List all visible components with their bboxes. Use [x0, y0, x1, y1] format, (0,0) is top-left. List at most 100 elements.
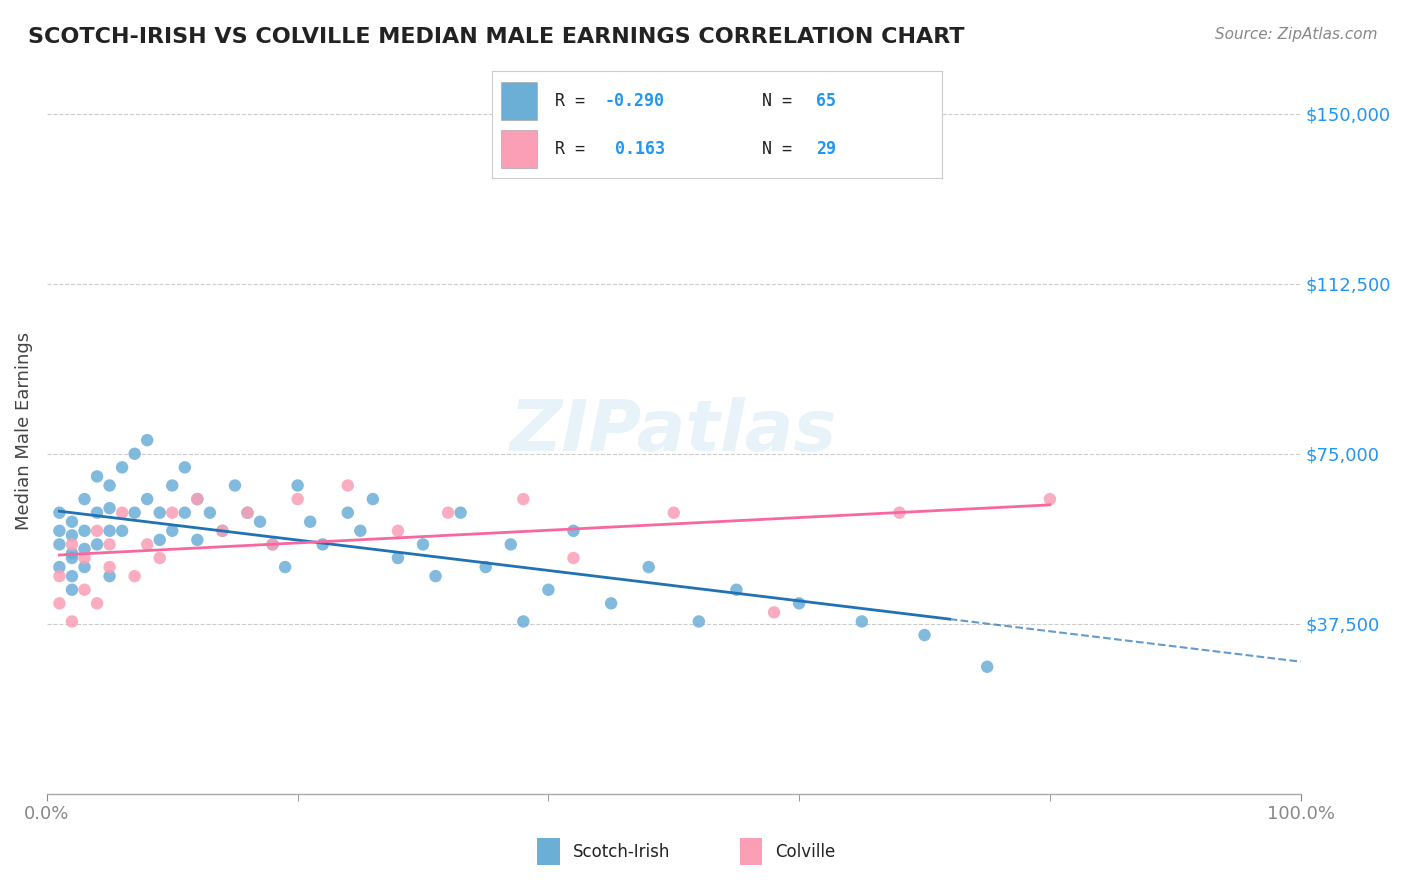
Point	[73, 551, 96, 566]
Point	[60, 569, 83, 583]
Point	[336, 506, 359, 520]
Point	[136, 433, 159, 447]
Point	[787, 596, 810, 610]
Point	[437, 506, 460, 520]
FancyBboxPatch shape	[501, 82, 537, 120]
Point	[499, 537, 522, 551]
Point	[349, 524, 371, 538]
Point	[287, 492, 309, 507]
Point	[236, 506, 259, 520]
Point	[98, 524, 121, 538]
Point	[387, 551, 409, 566]
Point	[111, 506, 134, 520]
Point	[149, 506, 172, 520]
Text: 0.163: 0.163	[605, 140, 665, 158]
Point	[211, 524, 233, 538]
Point	[86, 506, 108, 520]
Point	[86, 537, 108, 551]
Point	[336, 478, 359, 492]
Point	[450, 506, 472, 520]
Point	[262, 537, 284, 551]
Text: ZIPatlas: ZIPatlas	[510, 397, 838, 466]
Point	[73, 541, 96, 556]
Point	[387, 524, 409, 538]
Point	[512, 615, 534, 629]
Point	[60, 615, 83, 629]
Point	[73, 582, 96, 597]
Point	[562, 524, 585, 538]
Point	[889, 506, 911, 520]
Point	[173, 460, 195, 475]
Point	[249, 515, 271, 529]
Text: SCOTCH-IRISH VS COLVILLE MEDIAN MALE EARNINGS CORRELATION CHART: SCOTCH-IRISH VS COLVILLE MEDIAN MALE EAR…	[28, 27, 965, 46]
Point	[48, 569, 70, 583]
Text: Source: ZipAtlas.com: Source: ZipAtlas.com	[1215, 27, 1378, 42]
Text: 29: 29	[815, 140, 837, 158]
Text: Colville: Colville	[776, 843, 835, 861]
FancyBboxPatch shape	[501, 130, 537, 168]
Point	[48, 596, 70, 610]
Point	[98, 537, 121, 551]
Point	[162, 524, 184, 538]
Point	[73, 524, 96, 538]
Point	[186, 533, 208, 547]
Point	[224, 478, 246, 492]
Point	[98, 478, 121, 492]
Text: N =: N =	[762, 92, 801, 110]
Point	[60, 528, 83, 542]
Point	[262, 537, 284, 551]
Text: N =: N =	[762, 140, 801, 158]
Point	[48, 524, 70, 538]
Point	[73, 560, 96, 574]
Point	[274, 560, 297, 574]
Point	[48, 506, 70, 520]
Point	[60, 537, 83, 551]
Y-axis label: Median Male Earnings: Median Male Earnings	[15, 332, 32, 530]
FancyBboxPatch shape	[740, 838, 762, 865]
Point	[725, 582, 748, 597]
Point	[914, 628, 936, 642]
Point	[186, 492, 208, 507]
Point	[637, 560, 659, 574]
Point	[98, 501, 121, 516]
Point	[312, 537, 335, 551]
Point	[425, 569, 447, 583]
Point	[60, 515, 83, 529]
Text: R =: R =	[555, 140, 595, 158]
Text: -0.290: -0.290	[605, 92, 665, 110]
Text: 65: 65	[815, 92, 837, 110]
Point	[98, 569, 121, 583]
Point	[48, 537, 70, 551]
Point	[186, 492, 208, 507]
Point	[48, 560, 70, 574]
Point	[60, 551, 83, 566]
Point	[763, 606, 786, 620]
Point	[198, 506, 221, 520]
Point	[136, 537, 159, 551]
Point	[111, 524, 134, 538]
Point	[60, 582, 83, 597]
Point	[124, 569, 146, 583]
Point	[86, 524, 108, 538]
Point	[162, 478, 184, 492]
Point	[662, 506, 685, 520]
Point	[688, 615, 710, 629]
Point	[512, 492, 534, 507]
Point	[124, 506, 146, 520]
Point	[299, 515, 322, 529]
Point	[162, 506, 184, 520]
Point	[86, 469, 108, 483]
Point	[976, 660, 998, 674]
Point	[537, 582, 560, 597]
Point	[86, 596, 108, 610]
Text: Scotch-Irish: Scotch-Irish	[574, 843, 671, 861]
Point	[1039, 492, 1062, 507]
Point	[287, 478, 309, 492]
Point	[361, 492, 384, 507]
Point	[173, 506, 195, 520]
Point	[474, 560, 496, 574]
Point	[136, 492, 159, 507]
Point	[73, 492, 96, 507]
Point	[98, 560, 121, 574]
Point	[60, 546, 83, 560]
